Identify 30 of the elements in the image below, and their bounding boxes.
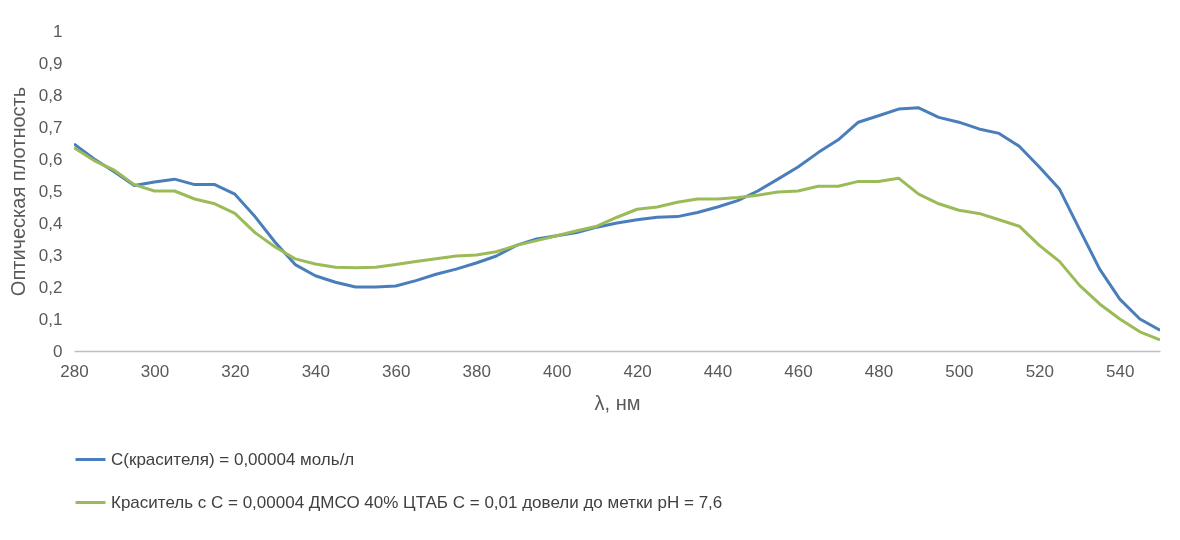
x-tick-label: 280 xyxy=(60,361,89,381)
x-tick-label: 300 xyxy=(140,361,170,381)
y-tick-label: 1 xyxy=(53,21,63,41)
x-tick-label: 500 xyxy=(945,361,974,381)
legend-label: Краситель с С = 0,00004 ДМСО 40% ЦТАБ С = 0,01 довели до метки pH = 7,6 xyxy=(111,492,723,512)
y-tick-label: 0,9 xyxy=(38,53,63,73)
y-tick-label: 0,7 xyxy=(38,117,63,137)
x-axis-title: λ, нм xyxy=(594,391,641,414)
legend-label: С(красителя) = 0,00004 моль/л xyxy=(111,449,355,469)
y-tick-label: 0,4 xyxy=(38,213,63,233)
y-tick-label: 0,5 xyxy=(38,181,63,201)
x-tick-label: 480 xyxy=(864,361,894,381)
line-series xyxy=(74,146,1160,342)
x-tick-label: 400 xyxy=(542,361,572,381)
y-tick-label: 0 xyxy=(53,341,63,361)
x-tick-label: 460 xyxy=(784,361,813,381)
y-tick-label: 0,2 xyxy=(38,277,63,297)
x-tick-label: 360 xyxy=(382,361,411,381)
y-tick-label: 0,8 xyxy=(38,85,63,105)
x-tick-label: 320 xyxy=(221,361,250,381)
x-tick-label: 420 xyxy=(623,361,652,381)
x-tick-label: 440 xyxy=(703,361,733,381)
x-tick-label: 380 xyxy=(462,361,491,381)
x-tick-label: 340 xyxy=(301,361,331,381)
y-tick-label: 0,1 xyxy=(38,309,63,329)
x-tick-label: 520 xyxy=(1025,361,1055,381)
y-tick-label: 0,6 xyxy=(38,149,63,169)
x-tick-label: 540 xyxy=(1106,361,1135,381)
y-axis-title: Оптическая плотность xyxy=(6,86,29,297)
y-tick-label: 0,3 xyxy=(38,245,63,265)
